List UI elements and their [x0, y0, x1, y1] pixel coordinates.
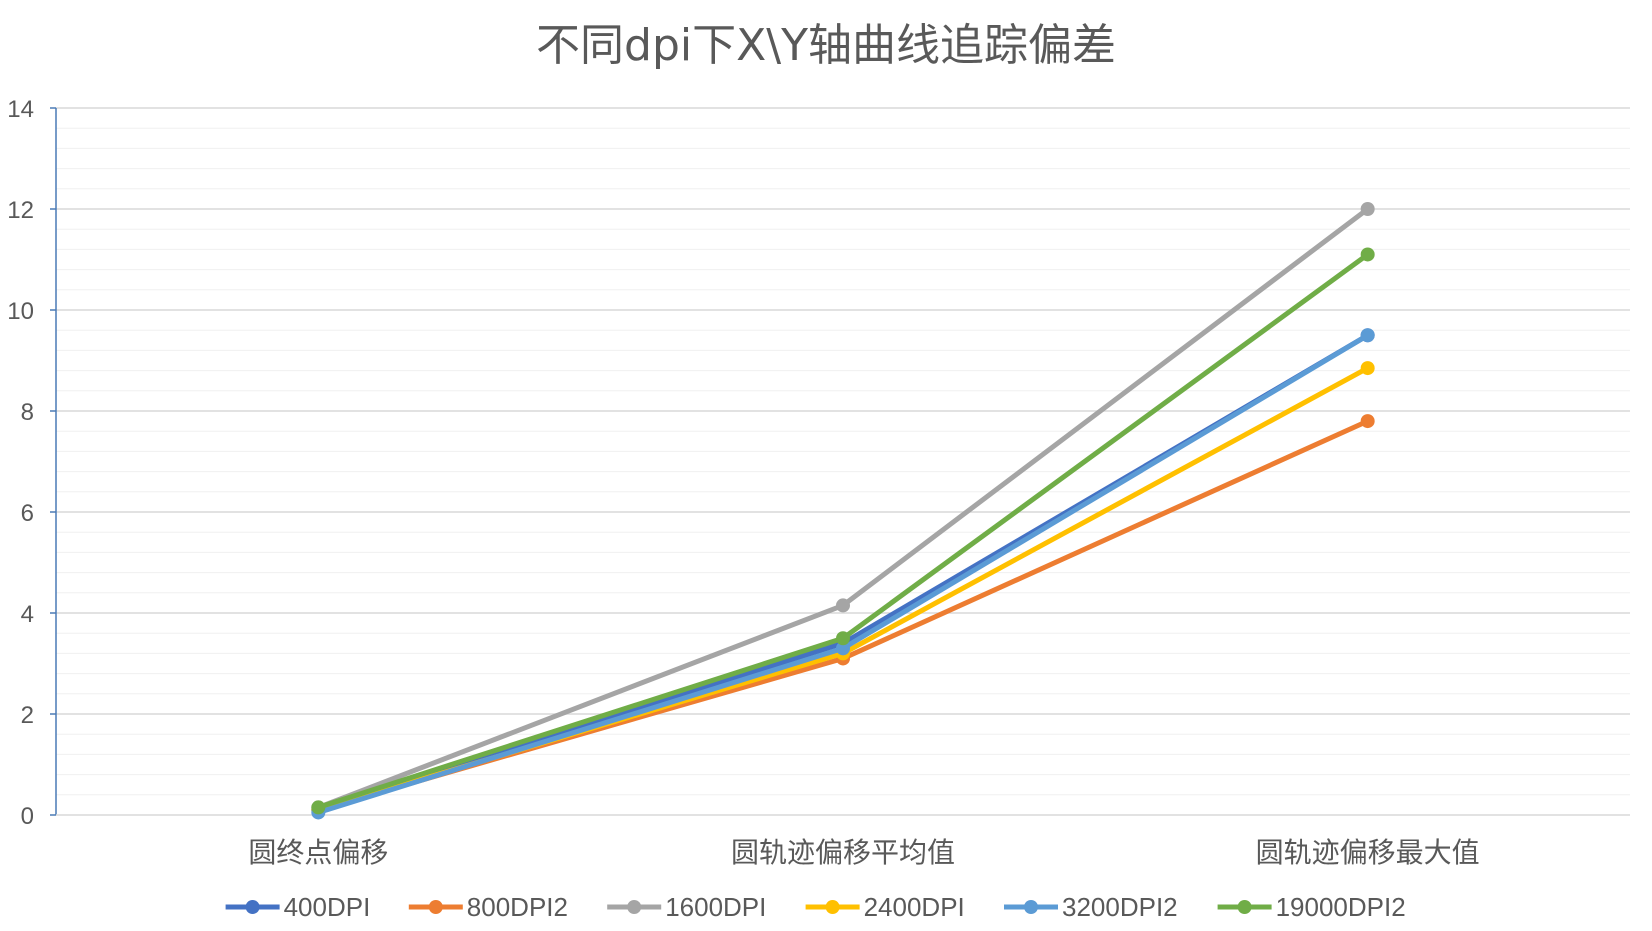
legend-item: 2400DPI	[805, 892, 965, 922]
legend-label: 1600DPI	[665, 892, 766, 922]
y-tick-label: 4	[21, 601, 34, 628]
legend-label: 19000DPI2	[1276, 892, 1406, 922]
data-point	[836, 631, 850, 646]
legend-label: 800DPI2	[467, 892, 568, 922]
y-tick-label: 2	[21, 702, 34, 729]
series-lines	[311, 202, 1375, 820]
series-line	[315, 252, 1371, 810]
legend-item: 3200DPI2	[1004, 892, 1178, 922]
data-point	[1360, 328, 1375, 343]
x-tick-label: 圆轨迹偏移平均值	[731, 836, 955, 869]
y-tick-label: 12	[7, 197, 34, 224]
series-line	[315, 206, 1371, 810]
legend-item: 19000DPI2	[1217, 892, 1406, 922]
y-tick-label: 6	[21, 500, 34, 527]
legend: 400DPI 800DPI2 1600DPI 2400DPI 3200DPI2 19000…	[225, 892, 1406, 922]
series-19000dpi2	[311, 247, 1375, 815]
chart-title: 不同dpi下X\Y轴曲线追踪偏差	[536, 20, 1116, 71]
series-3200dpi2	[311, 328, 1375, 820]
legend-swatch-marker	[825, 900, 840, 914]
series-line	[315, 332, 1371, 815]
data-point	[1360, 202, 1375, 216]
legend-item: 400DPI	[225, 892, 371, 922]
axes: 0 2 4 6 8 10 12 14 圆终点偏移 圆轨迹偏移平均值 圆轨迹偏移最大值	[7, 96, 1630, 869]
data-point	[1360, 414, 1375, 429]
data-point	[311, 800, 326, 815]
x-tick-label: 圆终点偏移	[248, 836, 388, 869]
y-tick-label: 0	[21, 803, 34, 830]
y-tick-label: 10	[7, 298, 34, 325]
data-point	[836, 641, 850, 656]
x-tick-label: 圆轨迹偏移最大值	[1256, 836, 1480, 869]
legend-label: 400DPI	[284, 892, 371, 922]
y-tick-label: 8	[21, 399, 34, 426]
series-line	[315, 365, 1371, 813]
legend-label: 3200DPI2	[1062, 892, 1178, 922]
legend-item: 800DPI2	[408, 892, 568, 922]
y-tick-label: 14	[7, 96, 34, 123]
legend-label: 2400DPI	[864, 892, 965, 922]
series-1600dpi	[311, 202, 1375, 815]
data-point	[1360, 361, 1375, 376]
series-line	[315, 418, 1371, 813]
grid-lines	[56, 107, 1630, 816]
legend-swatch-marker	[428, 900, 443, 914]
legend-swatch-marker	[1024, 900, 1038, 914]
legend-swatch-marker	[245, 900, 260, 914]
legend-item: 1600DPI	[607, 892, 766, 922]
data-point	[836, 598, 850, 613]
legend-swatch-marker	[627, 900, 642, 914]
data-point	[1360, 247, 1375, 262]
legend-swatch-marker	[1237, 900, 1252, 914]
